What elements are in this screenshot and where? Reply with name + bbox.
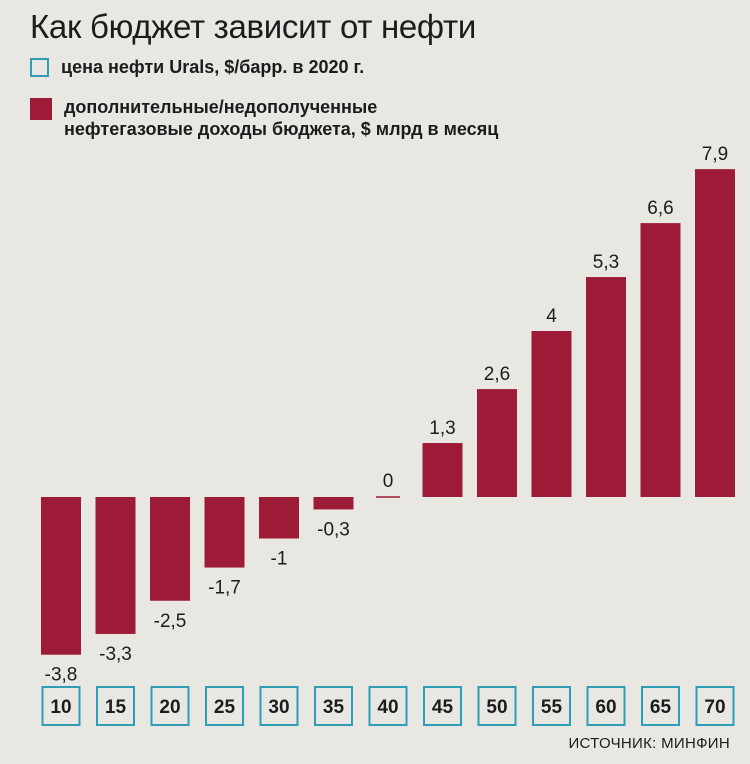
bar bbox=[313, 497, 354, 510]
bar bbox=[586, 277, 626, 497]
legend-label-line-1: дополнительные/недополученные bbox=[64, 97, 378, 117]
bar bbox=[259, 497, 299, 539]
category-box bbox=[314, 686, 353, 726]
category-box bbox=[695, 686, 735, 726]
category-box bbox=[205, 686, 244, 726]
value-label: -3,8 bbox=[45, 665, 78, 686]
bar bbox=[204, 497, 245, 568]
category-box bbox=[532, 686, 571, 726]
category-box bbox=[259, 686, 299, 726]
category-box bbox=[150, 686, 190, 726]
value-label: -0,3 bbox=[317, 519, 350, 540]
value-label: 4 bbox=[546, 306, 557, 327]
category-label: 35 bbox=[323, 697, 345, 718]
category-label: 20 bbox=[159, 697, 180, 718]
bar bbox=[95, 497, 136, 634]
category-label: 50 bbox=[486, 697, 507, 718]
category-label: 55 bbox=[541, 697, 563, 718]
value-label: 7,9 bbox=[702, 144, 728, 165]
legend-swatch-outline bbox=[30, 58, 49, 77]
value-label: 5,3 bbox=[593, 252, 619, 273]
category-box bbox=[368, 686, 408, 726]
category-label: 60 bbox=[595, 697, 616, 718]
legend-label-oil-price: цена нефти Urals, $/барр. в 2020 г. bbox=[61, 57, 365, 77]
bar bbox=[41, 497, 81, 655]
legend-item-oil-price: цена нефти Urals, $/барр. в 2020 г. bbox=[30, 56, 364, 78]
category-box bbox=[586, 686, 626, 726]
category-label: 45 bbox=[432, 697, 454, 718]
category-label: 70 bbox=[704, 697, 725, 718]
category-box bbox=[477, 686, 517, 726]
category-box bbox=[96, 686, 135, 726]
category-label: 25 bbox=[214, 697, 236, 718]
category-box bbox=[641, 686, 680, 726]
value-label: 0 bbox=[383, 471, 394, 492]
value-label: 1,3 bbox=[429, 418, 455, 439]
legend-swatch-filled bbox=[30, 98, 52, 120]
value-label: 6,6 bbox=[647, 198, 673, 219]
category-label: 15 bbox=[105, 697, 127, 718]
category-label: 65 bbox=[650, 697, 672, 718]
source-note: ИСТОЧНИК: МИНФИН bbox=[568, 735, 730, 752]
value-label: -3,3 bbox=[99, 644, 132, 665]
bar bbox=[531, 331, 572, 497]
chart-title: Как бюджет зависит от нефти bbox=[30, 8, 477, 45]
legend-item-budget-income: дополнительные/недополученные нефтегазов… bbox=[30, 96, 498, 140]
value-label: -2,5 bbox=[154, 611, 187, 632]
value-label: 2,6 bbox=[484, 364, 510, 385]
bar bbox=[640, 223, 681, 497]
bar bbox=[477, 389, 517, 497]
value-label: -1,7 bbox=[208, 578, 241, 599]
category-label: 30 bbox=[268, 697, 289, 718]
category-label: 10 bbox=[50, 697, 71, 718]
legend-label-line-2: нефтегазовые доходы бюджета, $ млрд в ме… bbox=[64, 119, 499, 139]
legend-label-budget-income: дополнительные/недополученные нефтегазов… bbox=[64, 96, 498, 140]
bar bbox=[150, 497, 190, 601]
bar bbox=[695, 169, 735, 497]
value-label: -1 bbox=[271, 549, 288, 570]
category-box bbox=[41, 686, 81, 726]
category-box bbox=[423, 686, 462, 726]
category-label: 40 bbox=[377, 697, 398, 718]
bar bbox=[422, 443, 463, 497]
